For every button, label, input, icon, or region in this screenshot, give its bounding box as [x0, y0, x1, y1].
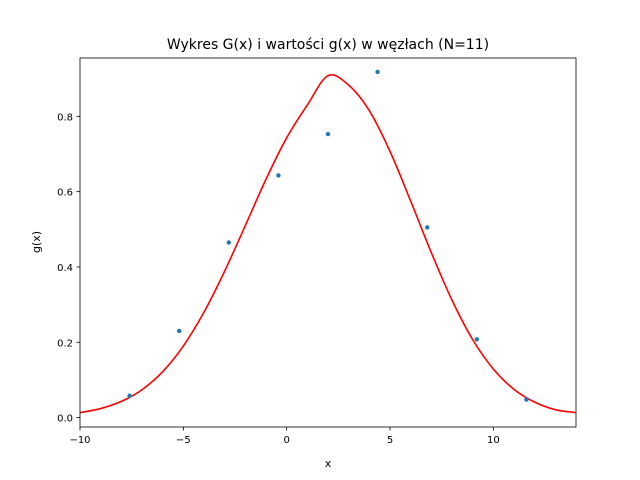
y-tick-label: 0.4 [57, 263, 73, 274]
x-tick-label: 0 [283, 435, 289, 446]
scatter-point [474, 337, 479, 342]
x-tick-label: 5 [387, 435, 393, 446]
scatter-point [325, 131, 331, 137]
series-layer [80, 69, 576, 414]
x-tick-label: −5 [176, 435, 191, 446]
x-axis: −10 −5 0 5 10 [69, 427, 500, 446]
y-tick-label: 0.0 [57, 414, 73, 425]
y-axis-label: g(x) [30, 231, 43, 253]
y-axis: 0.0 0.2 0.4 0.6 0.8 [57, 112, 80, 425]
scatter-point [375, 69, 380, 75]
scatter-point [226, 240, 231, 245]
plot-area [79, 57, 577, 428]
scatter-point [524, 397, 529, 402]
plot-background [80, 58, 576, 427]
y-tick-label: 0.6 [57, 188, 73, 199]
x-tick-label: −10 [69, 435, 90, 446]
scatter-point [425, 225, 430, 230]
x-tick-label: 10 [487, 435, 500, 446]
chart-title: Wykres G(x) i wartości g(x) w węzłach (N… [167, 37, 489, 53]
scatter-point [276, 173, 281, 178]
x-axis-label: x [325, 457, 332, 470]
y-tick-label: 0.8 [57, 112, 73, 123]
plot-frame [79, 57, 577, 428]
y-tick-label: 0.2 [57, 338, 73, 349]
series-line-G [80, 74, 576, 414]
scatter-point [127, 393, 132, 398]
scatter-point [177, 328, 182, 334]
